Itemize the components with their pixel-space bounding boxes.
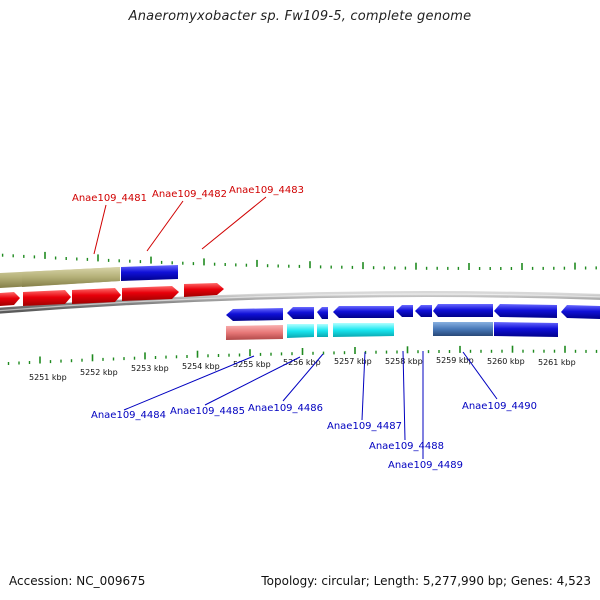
kbp-tick-label: 5257 kbp <box>334 357 372 366</box>
leader-line <box>146 200 184 252</box>
top-gene-labels: Anae109_4481 Anae109_4482 Anae109_4483 <box>72 185 304 255</box>
upper-scale-ticks <box>1 251 597 270</box>
kbp-tick-label: 5256 kbp <box>283 358 321 367</box>
leader-line <box>123 355 255 411</box>
kbp-tick-label: 5259 kbp <box>436 356 474 365</box>
trna-feature <box>333 323 394 337</box>
pink-feature <box>226 325 283 340</box>
kbp-tick-label: 5254 kbp <box>182 362 220 371</box>
reverse-gene-arrow <box>561 305 600 319</box>
reverse-gene-arrow <box>226 308 283 321</box>
olive-feature-top-right <box>22 267 120 287</box>
kbp-tick-label: 5251 kbp <box>29 373 67 382</box>
genome-summary-text: Topology: circular; Length: 5,277,990 bp… <box>261 574 591 588</box>
reverse-gene-arrow <box>433 304 493 317</box>
kbp-tick-label: 5253 kbp <box>131 364 169 373</box>
leader-line <box>282 353 324 402</box>
reverse-gene-top <box>121 265 178 281</box>
gene-label: Anae109_4486 <box>248 403 323 414</box>
kbp-labels: 5251 kbp 5252 kbp 5253 kbp 5254 kbp 5255 kbp… <box>29 356 576 382</box>
leader-line <box>462 351 498 400</box>
leader-line <box>361 351 366 421</box>
map-title: Anaeromyxobacter sp. Fw109-5, complete g… <box>128 9 472 24</box>
forward-gene-arrow <box>184 283 224 297</box>
gene-label: Anae109_4484 <box>91 410 166 421</box>
forward-gene-arrow <box>23 290 71 306</box>
forward-gene-arrow <box>0 292 20 306</box>
reverse-gene-arrow <box>317 307 328 319</box>
steelblue-feature <box>433 322 493 336</box>
reverse-gene-arrow <box>333 306 394 318</box>
gene-label: Anae109_4489 <box>388 460 463 471</box>
bottom-gene-labels: Anae109_4484 Anae109_4485 Anae109_4486 Anae… <box>91 350 537 471</box>
gene-label: Anae109_4483 <box>229 185 304 196</box>
kbp-tick-label: 5255 kbp <box>233 360 271 369</box>
leader-line <box>201 196 267 250</box>
trna-feature <box>287 324 314 338</box>
kbp-tick-label: 5261 kbp <box>538 358 576 367</box>
kbp-tick-label: 5260 kbp <box>487 357 525 366</box>
leader-line <box>93 204 107 255</box>
reverse-gene-arrow <box>494 304 557 318</box>
kbp-tick-label: 5252 kbp <box>80 368 118 377</box>
reverse-gene-arrow <box>415 305 432 317</box>
forward-gene-arrow <box>72 288 121 304</box>
gene-label: Anae109_4490 <box>462 401 537 412</box>
gene-label: Anae109_4482 <box>152 189 227 200</box>
reverse-gene-lower <box>494 322 558 337</box>
gene-label: Anae109_4485 <box>170 406 245 417</box>
reverse-gene-arrow <box>287 307 314 319</box>
gene-label: Anae109_4487 <box>327 421 402 432</box>
kbp-tick-label: 5258 kbp <box>385 357 423 366</box>
trna-feature <box>317 324 328 337</box>
genome-backbone-inner <box>0 293 600 312</box>
lower-scale-ticks <box>7 345 598 365</box>
forward-strand-genes <box>0 283 224 306</box>
gene-label: Anae109_4481 <box>72 193 147 204</box>
reverse-gene-arrow <box>396 305 413 317</box>
reverse-strand-genes <box>226 304 600 321</box>
gene-label: Anae109_4488 <box>369 441 444 452</box>
forward-gene-arrow <box>122 286 179 301</box>
leader-line <box>204 356 301 406</box>
leader-line <box>402 350 406 441</box>
accession-text: Accession: NC_009675 <box>9 574 146 588</box>
